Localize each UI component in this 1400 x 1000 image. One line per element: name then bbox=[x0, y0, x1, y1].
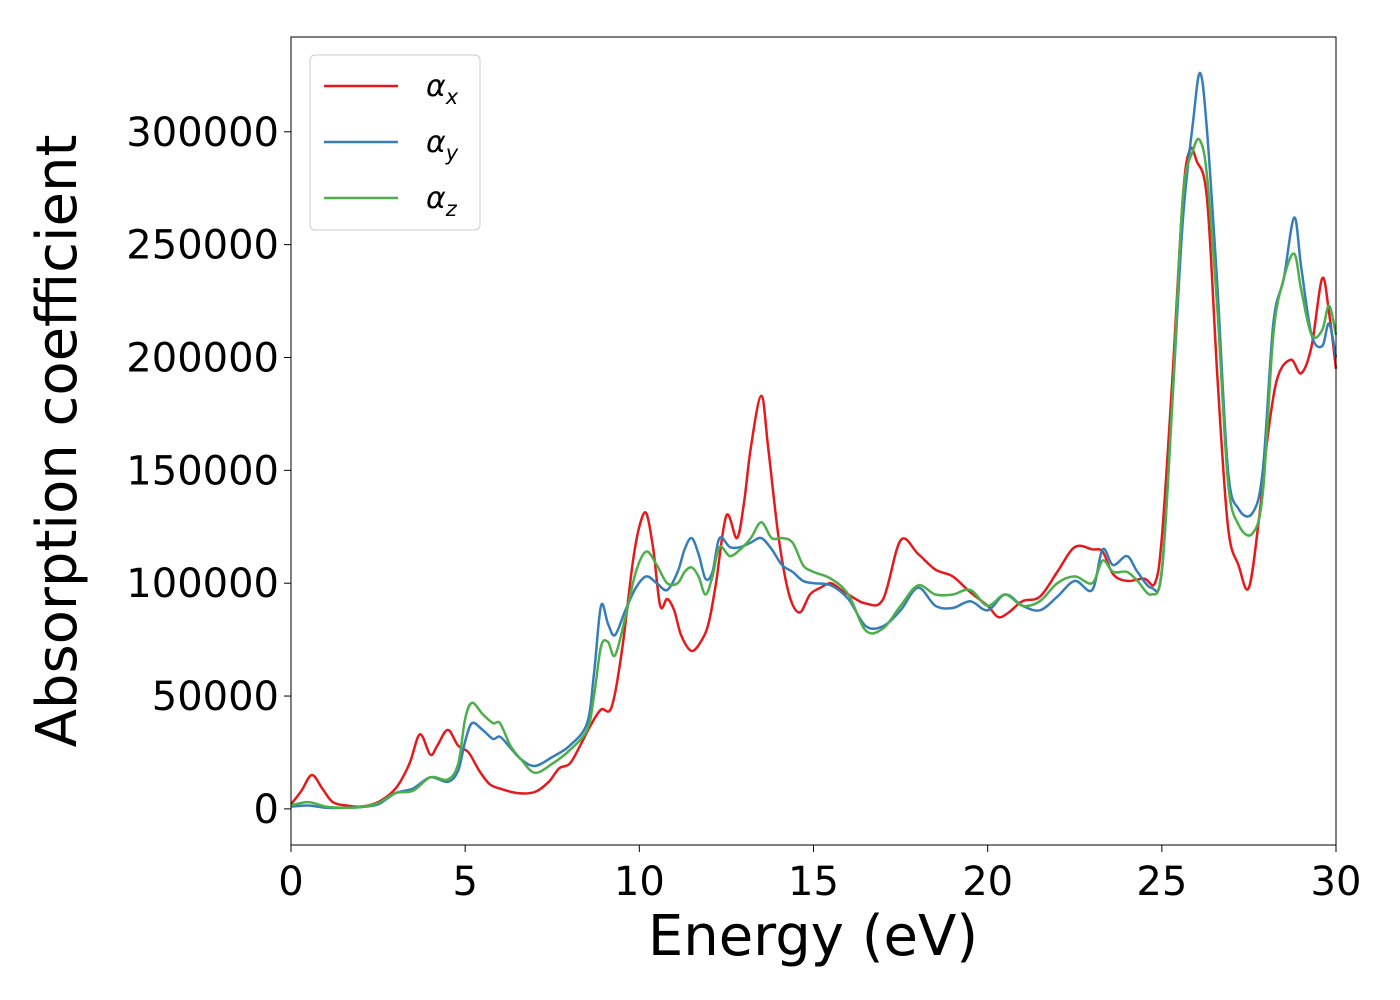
y-tick-label: 200000 bbox=[126, 335, 279, 381]
x-axis: 0 5 10 15 20 25 30 bbox=[278, 845, 1361, 905]
y-tick-label: 50000 bbox=[152, 674, 279, 720]
y-tick-label: 250000 bbox=[126, 223, 279, 269]
y-tick-label: 300000 bbox=[126, 110, 279, 156]
y-tick-label: 0 bbox=[254, 787, 279, 833]
y-tick-label: 100000 bbox=[126, 561, 279, 607]
x-tick-label: 15 bbox=[788, 859, 839, 905]
x-axis-title: Energy (eV) bbox=[648, 904, 978, 969]
series-layer bbox=[289, 71, 1338, 810]
x-tick-label: 25 bbox=[1136, 859, 1187, 905]
x-tick-label: 30 bbox=[1311, 859, 1362, 905]
x-tick-label: 10 bbox=[614, 859, 665, 905]
series-line-alpha-z bbox=[290, 137, 1338, 810]
x-tick-label: 20 bbox=[962, 859, 1013, 905]
legend-label-alpha-z: αz bbox=[426, 181, 458, 221]
y-axis-title: Absorption coefficient bbox=[25, 135, 90, 748]
y-axis: 0 50000 100000 150000 200000 250000 300000 bbox=[126, 110, 291, 833]
x-tick-label: 5 bbox=[452, 859, 477, 905]
y-tick-label: 150000 bbox=[126, 448, 279, 494]
series-line-alpha-y bbox=[290, 71, 1338, 810]
x-tick-label: 0 bbox=[278, 859, 303, 905]
